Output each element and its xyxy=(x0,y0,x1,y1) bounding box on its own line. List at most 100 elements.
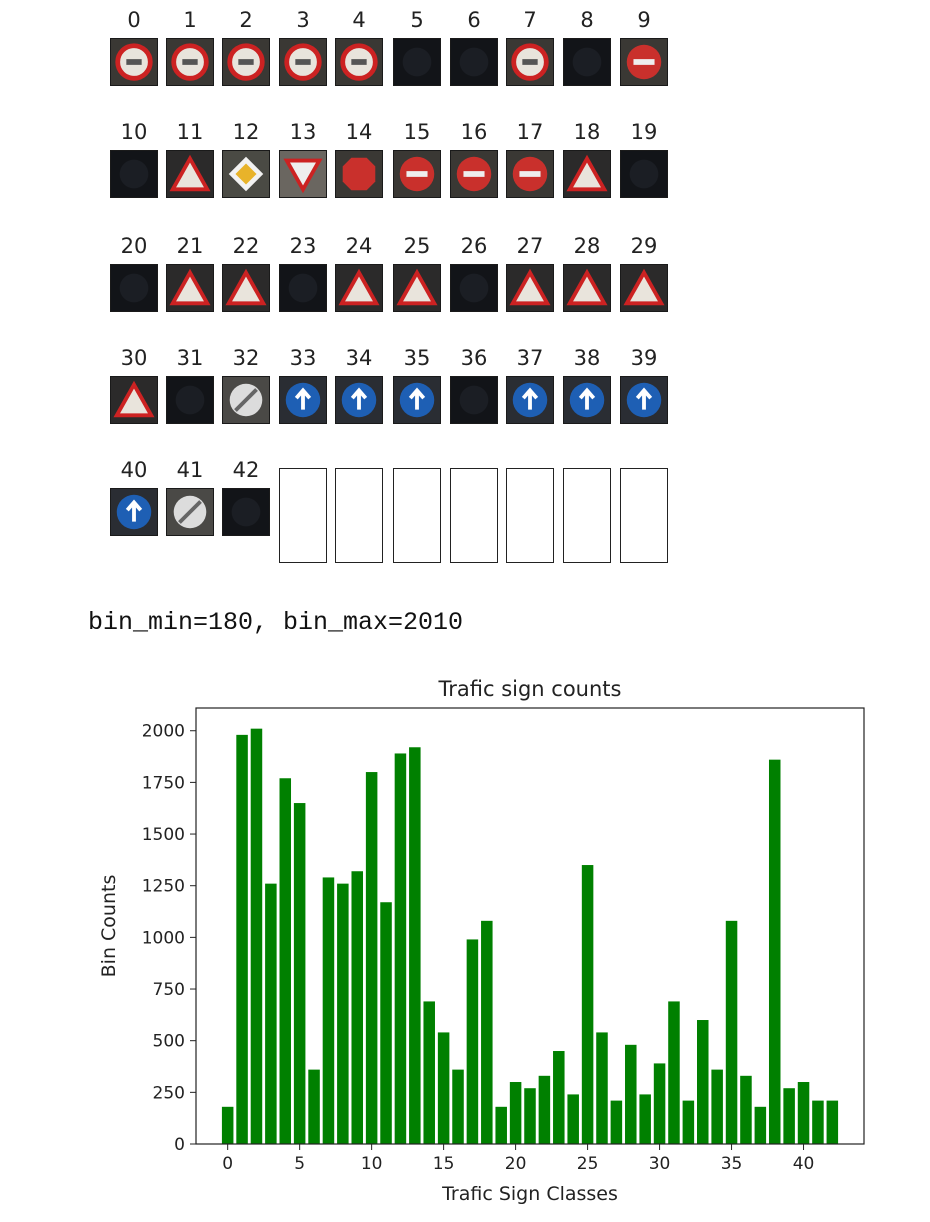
sign-thumbnail xyxy=(166,38,214,86)
sign-thumbnail xyxy=(506,264,554,312)
sign-class-24: 24 xyxy=(331,234,387,312)
sign-class-label: 37 xyxy=(516,346,544,370)
plot-frame xyxy=(195,707,865,1145)
bar-class-41 xyxy=(812,1100,824,1144)
bar-class-14 xyxy=(423,1001,435,1144)
sign-thumbnail xyxy=(335,376,383,424)
sign-class-3: 3 xyxy=(275,8,331,86)
bar-class-28 xyxy=(625,1044,637,1144)
y-tick-label: 1250 xyxy=(142,877,185,897)
sign-class-17: 17 xyxy=(502,120,558,198)
sign-class-11: 11 xyxy=(162,120,218,198)
sign-class-28: 28 xyxy=(559,234,615,312)
bar-class-36 xyxy=(740,1075,752,1144)
y-tick-label: 1750 xyxy=(142,773,185,793)
sign-class-label: 39 xyxy=(630,346,658,370)
sign-class-label: 15 xyxy=(403,120,431,144)
bar-class-34 xyxy=(711,1069,723,1144)
bar-class-20 xyxy=(509,1082,522,1144)
sign-thumbnail xyxy=(506,38,554,86)
sign-thumbnail xyxy=(110,150,158,198)
x-tick-label: 30 xyxy=(649,1154,671,1174)
sign-thumbnail xyxy=(563,264,611,312)
sign-class-20: 20 xyxy=(106,234,162,312)
bar-class-8 xyxy=(337,883,349,1144)
x-tick-label: 5 xyxy=(294,1154,305,1174)
sign-class-36: 36 xyxy=(446,346,502,424)
y-tick-label: 1500 xyxy=(142,825,185,845)
sign-thumbnail xyxy=(166,376,214,424)
sign-class-22: 22 xyxy=(218,234,274,312)
empty-subplot xyxy=(335,468,383,563)
bar-class-9 xyxy=(351,871,363,1144)
sign-class-label: 22 xyxy=(232,234,260,258)
y-tick-label: 1000 xyxy=(142,928,185,948)
sign-class-34: 34 xyxy=(331,346,387,424)
sign-class-label: 12 xyxy=(232,120,260,144)
bar-class-15 xyxy=(437,1032,450,1144)
y-tick-label: 500 xyxy=(153,1032,185,1052)
empty-subplot xyxy=(279,468,327,563)
sign-class-2: 2 xyxy=(218,8,274,86)
sign-class-label: 36 xyxy=(460,346,488,370)
sign-class-40: 40 xyxy=(106,458,162,536)
sign-class-1: 1 xyxy=(162,8,218,86)
sign-class-label: 30 xyxy=(120,346,148,370)
sign-class-0: 0 xyxy=(106,8,162,86)
bar-class-12 xyxy=(394,753,407,1144)
sign-class-27: 27 xyxy=(502,234,558,312)
sign-class-7: 7 xyxy=(502,8,558,86)
x-axis-label: Trafic Sign Classes xyxy=(441,1183,618,1205)
bar-class-30 xyxy=(653,1063,666,1144)
sign-class-label: 16 xyxy=(460,120,488,144)
sign-thumbnail xyxy=(279,264,327,312)
sign-class-label: 14 xyxy=(345,120,373,144)
x-tick-label: 25 xyxy=(577,1154,599,1174)
bar-class-18 xyxy=(481,920,493,1144)
sign-class-label: 28 xyxy=(573,234,601,258)
sign-thumbnail xyxy=(279,376,327,424)
sign-class-label: 41 xyxy=(176,458,204,482)
sign-class-6: 6 xyxy=(446,8,502,86)
empty-subplot xyxy=(620,468,668,563)
sign-class-9: 9 xyxy=(616,8,672,86)
sign-class-label: 2 xyxy=(239,8,253,32)
sign-class-30: 30 xyxy=(106,346,162,424)
bar-class-5 xyxy=(293,803,306,1144)
bar-class-25 xyxy=(581,865,594,1144)
y-tick-label: 2000 xyxy=(142,722,185,742)
bar-class-17 xyxy=(466,939,479,1144)
bar-class-0 xyxy=(221,1106,234,1144)
sign-class-label: 1 xyxy=(183,8,197,32)
x-tick-label: 20 xyxy=(505,1154,527,1174)
sign-thumbnail xyxy=(450,376,498,424)
sign-image-grid: 0 1 2 3 4 5 6 7 8 9 10 11 12 13 14 15 16 17 18 19 20 21 22 23 24… xyxy=(0,0,930,580)
y-tick-label: 750 xyxy=(153,980,185,1000)
sign-thumbnail xyxy=(620,376,668,424)
x-tick-label: 15 xyxy=(433,1154,455,1174)
sign-class-21: 21 xyxy=(162,234,218,312)
sign-thumbnail xyxy=(222,38,270,86)
sign-class-10: 10 xyxy=(106,120,162,198)
sign-class-19: 19 xyxy=(616,120,672,198)
sign-class-label: 42 xyxy=(232,458,260,482)
sign-thumbnail xyxy=(450,38,498,86)
sign-class-14: 14 xyxy=(331,120,387,198)
bar-class-10 xyxy=(365,772,378,1144)
sign-class-label: 7 xyxy=(523,8,537,32)
sign-class-label: 27 xyxy=(516,234,544,258)
sign-thumbnail xyxy=(393,264,441,312)
sign-class-4: 4 xyxy=(331,8,387,86)
sign-class-8: 8 xyxy=(559,8,615,86)
sign-thumbnail xyxy=(222,488,270,536)
sign-class-label: 40 xyxy=(120,458,148,482)
sign-class-label: 17 xyxy=(516,120,544,144)
x-tick-label: 40 xyxy=(793,1154,815,1174)
bar-class-16 xyxy=(452,1069,464,1144)
sign-class-label: 33 xyxy=(289,346,317,370)
bar-class-29 xyxy=(639,1094,651,1144)
bar-class-40 xyxy=(797,1082,810,1144)
sign-class-42: 42 xyxy=(218,458,274,536)
sign-class-label: 21 xyxy=(176,234,204,258)
sign-thumbnail xyxy=(393,150,441,198)
